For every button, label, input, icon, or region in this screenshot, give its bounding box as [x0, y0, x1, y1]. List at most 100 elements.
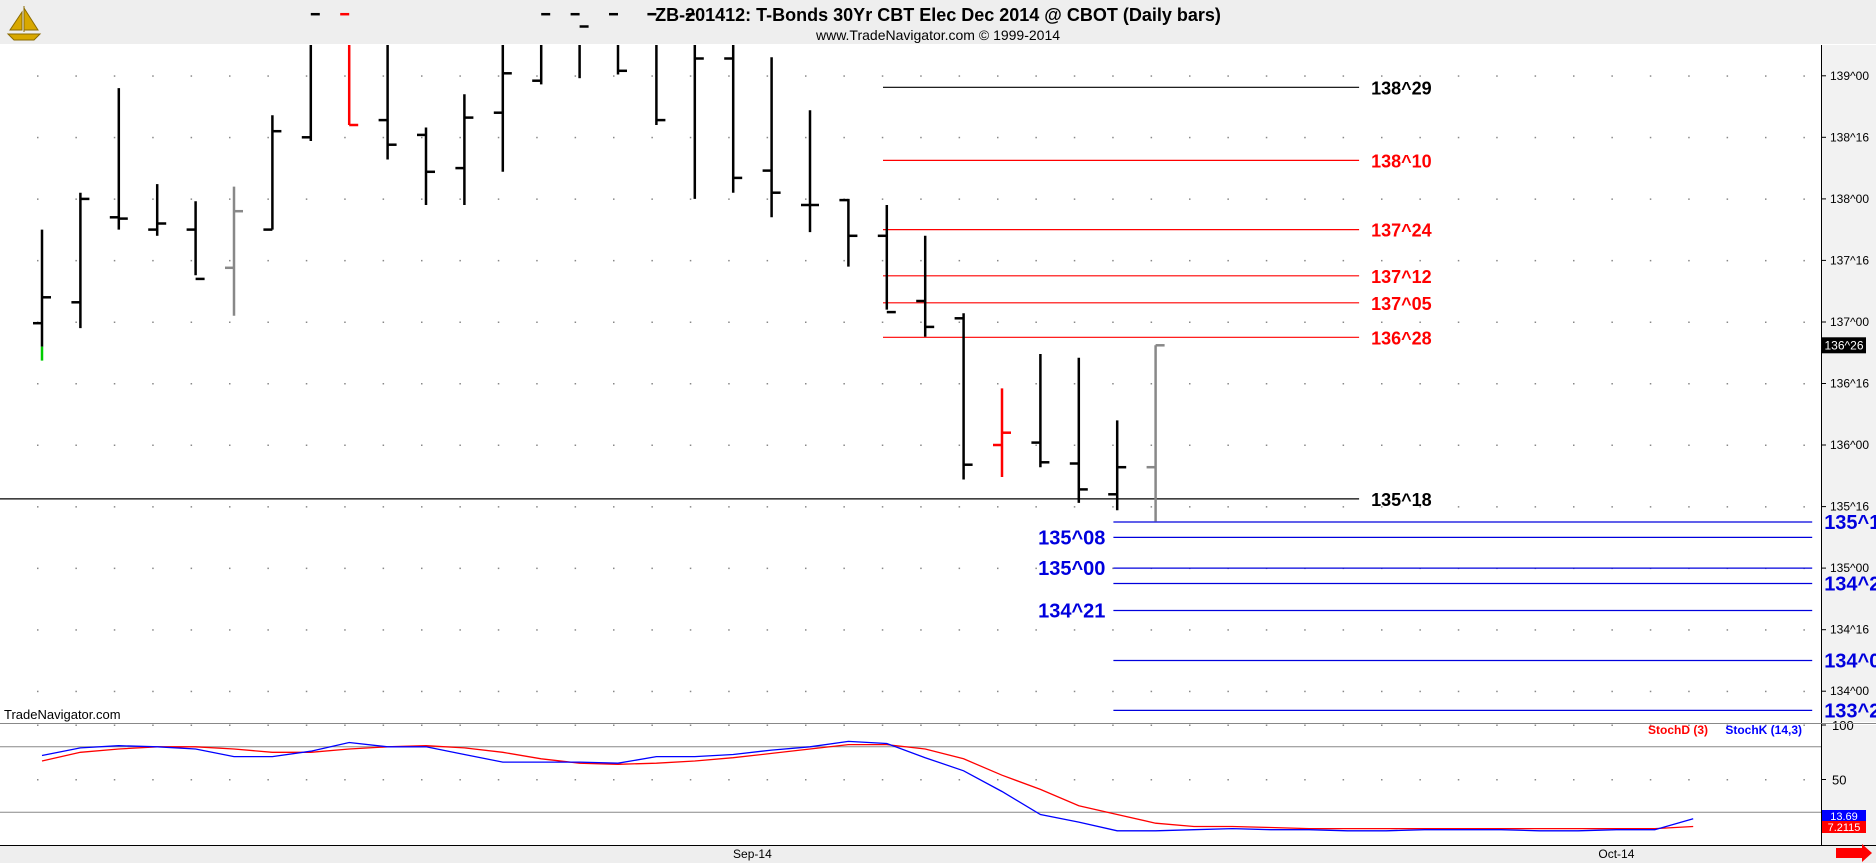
grid-dot — [1035, 567, 1037, 570]
grid-dot — [1534, 724, 1537, 726]
ohlc-bar — [493, 45, 512, 172]
grid-dot — [1381, 506, 1383, 508]
grid-dot — [1304, 136, 1306, 139]
grid-dot — [805, 779, 807, 781]
grid-dot — [1304, 75, 1306, 77]
grid-dot — [1726, 259, 1729, 262]
grid-dot — [805, 506, 807, 508]
grid-dot — [536, 136, 538, 139]
stochastic-panel: 100 50 StochD (3) StochK (14,3) 13.697.2115 — [0, 718, 1866, 834]
grid-dot — [1381, 136, 1383, 139]
grid-dot — [958, 383, 961, 385]
grid-dot — [75, 690, 77, 693]
level-label: 134^28 — [1824, 574, 1876, 596]
grid-dot — [229, 567, 231, 570]
ohlc-bar — [877, 205, 896, 314]
grid-dot — [75, 75, 77, 77]
grid-dot — [37, 383, 39, 385]
grid-dot — [382, 506, 385, 508]
grid-dot — [229, 136, 231, 139]
grid-dot — [1688, 321, 1690, 323]
grid-dot — [881, 259, 884, 262]
grid-dot — [805, 136, 807, 139]
grid-dot — [421, 198, 423, 200]
grid-dot — [113, 321, 116, 323]
grid-dot — [1035, 136, 1037, 139]
time-tick-label: Oct-14 — [1598, 847, 1634, 861]
grid-dot — [920, 444, 922, 446]
grid-dot — [267, 690, 269, 693]
grid-dot — [613, 383, 615, 385]
grid-dot — [1611, 321, 1613, 323]
grid-dot — [1189, 724, 1191, 726]
grid-dot — [421, 690, 423, 693]
grid-dot — [1073, 75, 1076, 77]
grid-dot — [1112, 567, 1114, 570]
grid-dot — [1649, 383, 1652, 385]
grid-dot — [75, 567, 77, 570]
grid-dot — [1265, 321, 1268, 323]
grid-dot — [1803, 444, 1805, 446]
grid-dot — [1035, 506, 1037, 508]
grid-dot — [766, 259, 769, 262]
grid-dot — [689, 75, 692, 77]
grid-dot — [1189, 198, 1191, 200]
grid-dot — [305, 779, 308, 781]
grid-dot — [920, 259, 922, 262]
grid-dot — [1342, 383, 1345, 385]
grid-dot — [881, 383, 884, 385]
grid-dot — [1112, 259, 1114, 262]
grid-dot — [689, 259, 692, 262]
grid-dot — [1381, 75, 1383, 77]
grid-dot — [497, 321, 500, 323]
grid-dot — [1150, 383, 1153, 385]
grid-dot — [1496, 383, 1498, 385]
grid-dot — [267, 506, 269, 508]
grid-dot — [459, 383, 461, 385]
grid-dot — [1573, 444, 1575, 446]
grid-dot — [1112, 629, 1114, 631]
grid-dot — [1112, 690, 1114, 693]
ohlc-bar — [148, 184, 167, 236]
grid-dot — [152, 259, 154, 262]
grid-dot — [152, 198, 154, 200]
price-axis — [1822, 45, 1876, 722]
price-tick-label: 139^00 — [1830, 69, 1869, 83]
grid-dot — [1611, 629, 1613, 631]
grid-dot — [1073, 567, 1076, 570]
grid-dot — [1457, 383, 1460, 385]
grid-dot — [651, 567, 653, 570]
grid-dot — [1803, 690, 1805, 693]
grid-dot — [1534, 779, 1537, 781]
ohlc-bar — [762, 57, 781, 218]
grid-dot — [1726, 629, 1729, 631]
grid-dot — [267, 198, 269, 200]
grid-dot — [1457, 724, 1460, 726]
grid-dot — [843, 506, 845, 508]
scroll-right-arrow-icon[interactable] — [1836, 844, 1872, 862]
grid-dot — [536, 724, 538, 726]
grid-dot — [305, 321, 308, 323]
grid-dot — [613, 136, 615, 139]
ohlc-bar — [1069, 357, 1088, 503]
grid-dot — [1611, 75, 1613, 77]
grid-dot — [651, 779, 653, 781]
grid-dot — [881, 779, 884, 781]
grid-dot — [1265, 383, 1268, 385]
grid-dot — [1035, 383, 1037, 385]
grid-dot — [881, 567, 884, 570]
grid-dot — [1073, 136, 1076, 139]
grid-dot — [1688, 136, 1690, 139]
grid-dot — [766, 629, 769, 631]
price-tick-label: 134^16 — [1830, 623, 1869, 637]
grid-dot — [113, 383, 116, 385]
grid-dot — [152, 75, 154, 77]
grid-dot — [766, 567, 769, 570]
grid-dot — [267, 321, 269, 323]
level-label: 137^05 — [1371, 294, 1432, 314]
grid-dot — [1035, 75, 1037, 77]
grid-dot — [881, 198, 884, 200]
ohlc-bar — [1108, 420, 1127, 511]
grid-dot — [1419, 444, 1421, 446]
price-tick-label: 136^16 — [1830, 377, 1869, 391]
